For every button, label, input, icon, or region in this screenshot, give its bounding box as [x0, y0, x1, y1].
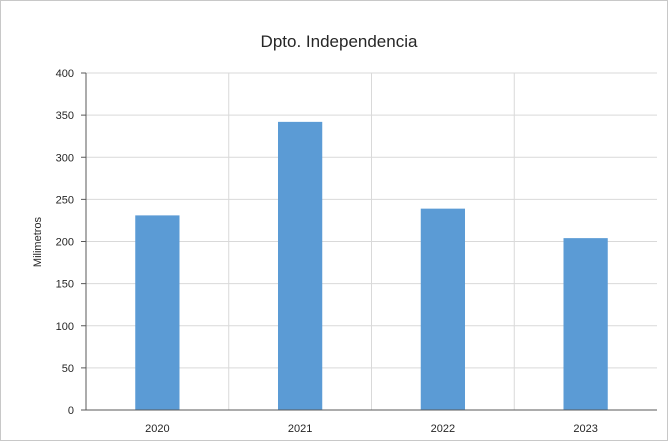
axes	[81, 72, 657, 411]
y-tick-labels: 0 50 100 150 200 250 300 350 400	[56, 68, 74, 417]
bar-2023	[563, 238, 608, 410]
x-tick-labels: 2020 2021 2022 2023	[145, 423, 598, 435]
y-tick-label: 350	[56, 110, 74, 122]
y-tick-label: 50	[62, 363, 74, 375]
gridlines	[86, 72, 657, 410]
y-tick-label: 300	[56, 152, 74, 164]
y-tick-label: 150	[56, 279, 74, 291]
y-tick-label: 100	[56, 321, 74, 333]
bar-2021	[277, 121, 323, 411]
x-tick-label: 2020	[145, 423, 169, 435]
x-tick-label: 2023	[573, 423, 597, 435]
bar-2022	[420, 208, 466, 410]
y-tick-label: 250	[56, 194, 74, 206]
bar-2020	[135, 215, 180, 410]
x-tick-label: 2021	[288, 423, 312, 435]
bars	[135, 121, 608, 411]
x-tick-label: 2022	[431, 423, 455, 435]
y-tick-label: 400	[56, 68, 74, 80]
y-axis-label: Milimetros	[32, 216, 44, 267]
y-tick-label: 0	[68, 405, 74, 417]
y-tick-label: 200	[56, 237, 74, 249]
chart-title: Dpto. Independencia	[261, 32, 418, 51]
